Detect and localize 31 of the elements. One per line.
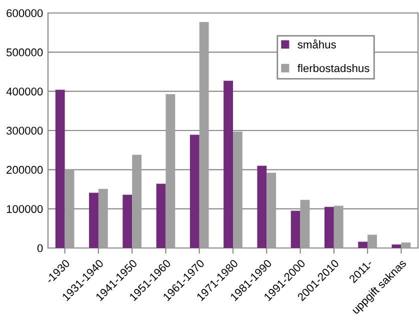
y-tick-label: 300000 xyxy=(6,126,43,135)
bar xyxy=(166,94,176,248)
bar xyxy=(257,166,267,248)
bar xyxy=(358,242,368,248)
bar xyxy=(98,188,108,248)
y-tick-label: 400000 xyxy=(6,88,43,96)
legend-label: flerbostadshus xyxy=(298,64,370,72)
bar xyxy=(55,90,65,248)
bar xyxy=(132,154,142,248)
bar xyxy=(324,206,334,248)
bar xyxy=(392,244,402,248)
bar xyxy=(156,184,166,248)
y-tick-label: 0 xyxy=(37,244,43,252)
y-tick-label: 500000 xyxy=(6,48,43,56)
bar xyxy=(64,170,74,248)
bar xyxy=(122,194,132,248)
bar xyxy=(190,134,200,248)
y-tick-label: 200000 xyxy=(6,166,43,174)
bar xyxy=(300,200,310,248)
bar xyxy=(401,242,411,248)
bar xyxy=(233,132,242,248)
legend-label: småhus xyxy=(298,39,336,48)
bar xyxy=(266,172,276,248)
y-tick-label: 600000 xyxy=(6,9,43,18)
bar xyxy=(368,234,377,248)
bar xyxy=(199,22,209,248)
bar xyxy=(290,210,300,248)
bar xyxy=(334,206,344,248)
y-tick-label: 100000 xyxy=(6,205,43,213)
bar xyxy=(224,80,233,248)
bar xyxy=(89,192,98,248)
